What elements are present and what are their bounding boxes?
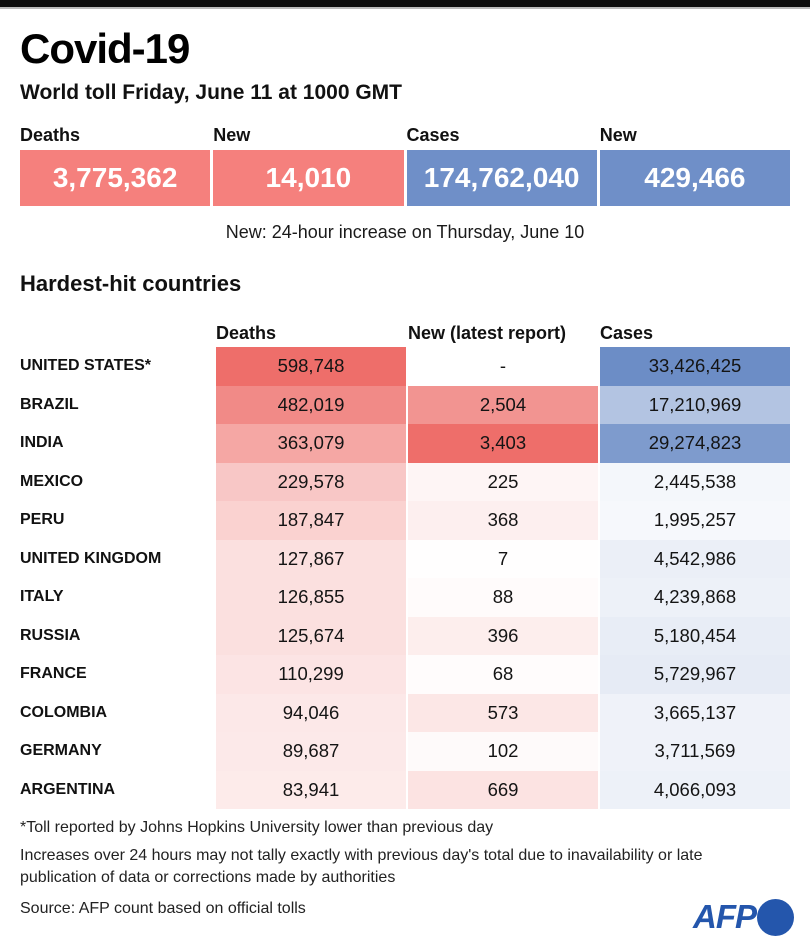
table-row: BRAZIL 482,019 2,504 17,210,969 [20,385,790,424]
source-line: Source: AFP count based on official toll… [20,900,306,918]
table-row: GERMANY 89,687 102 3,711,569 [20,732,790,771]
deaths-cell: 229,578 [216,462,406,501]
summary-note: New: 24-hour increase on Thursday, June … [225,222,585,242]
cases-total-box: 174,762,040 [406,150,597,206]
cases-cell: 4,066,093 [600,770,790,809]
country-name: INDIA [20,434,64,452]
table-header-new: New (latest report) [408,323,567,343]
table-header-row: Deaths New (latest report) Cases [20,319,790,347]
country-name: COLOMBIA [20,703,108,721]
deaths-cell: 94,046 [216,693,406,732]
new-cell: 7 [497,547,509,569]
country-name: ARGENTINA [20,780,116,798]
table-row: ITALY 126,855 88 4,239,868 [20,578,790,617]
table-header-deaths: Deaths [216,323,277,343]
deaths-cell: 363,079 [216,424,406,463]
country-name: MEXICO [20,472,84,490]
table-row: UNITED STATES* 598,748 - 33,426,425 [20,347,790,386]
page-title: Covid-19 [20,25,190,72]
page-subtitle: World toll Friday, June 11 at 1000 GMT [20,81,402,104]
new-cell: 68 [492,663,514,685]
new-cell: - [408,347,598,386]
new-cell: 225 [408,462,598,501]
new-cell: 669 [408,770,598,809]
deaths-cell: 127,867 [216,539,406,578]
deaths-cell: 482,019 [216,385,406,424]
table-row: COLOMBIA 94,046 573 3,665,137 [20,693,790,732]
deaths-total-box: 3,775,362 [20,150,211,206]
afp-globe-icon [757,898,794,936]
deaths-cell: 125,674 [216,616,406,655]
cases-cell: 4,542,986 [600,539,790,578]
summary-labels-row: Deaths New Cases New [20,125,790,146]
deaths-new-box: 14,010 [213,150,404,206]
content-area: Covid-19 World toll Friday, June 11 at 1… [0,25,810,918]
deaths-cell: 89,687 [216,732,406,771]
section-title: Hardest-hit countries [20,271,242,296]
cases-cell: 5,729,967 [600,655,790,694]
afp-logo-text: AFP [693,898,757,935]
table-row: RUSSIA 125,674 396 5,180,454 [20,616,790,655]
country-name: UNITED KINGDOM [20,549,162,567]
country-name: ITALY [20,588,64,606]
cases-new-box: 429,466 [599,150,790,206]
summary-label-deaths: Deaths [20,125,81,145]
table-header-cases: Cases [600,323,654,343]
deaths-cell: 598,748 [216,347,406,386]
country-name: FRANCE [20,665,87,683]
cases-cell: 4,239,868 [600,578,790,617]
summary-label-new-deaths: New [213,125,251,145]
deaths-cell: 83,941 [216,770,406,809]
table-row: PERU 187,847 368 1,995,257 [20,501,790,540]
cases-cell: 2,445,538 [600,462,790,501]
country-name: GERMANY [20,742,102,760]
top-black-bar [0,0,810,9]
deaths-cell: 126,855 [216,578,406,617]
afp-logo: AFP [693,898,794,936]
summary-label-new-cases: New [599,125,637,145]
country-name: UNITED STATES* [20,357,151,375]
cases-cell: 3,711,569 [600,732,790,771]
deaths-cell: 187,847 [216,501,406,540]
summary-label-cases: Cases [406,125,460,145]
cases-cell: 3,665,137 [600,693,790,732]
cases-cell: 5,180,454 [600,616,790,655]
table-row: ARGENTINA 83,941 669 4,066,093 [20,770,790,809]
new-cell: 2,504 [408,385,598,424]
table-row: UNITED KINGDOM 127,867 7 4,542,986 [20,539,790,578]
country-name: RUSSIA [20,626,81,644]
cases-cell: 29,274,823 [600,424,790,463]
country-name: PERU [20,511,65,529]
country-name: BRAZIL [20,395,79,413]
new-cell: 396 [408,616,598,655]
new-cell: 368 [408,501,598,540]
footnote-tally: Increases over 24 hours may not tally ex… [20,847,703,886]
cases-cell: 17,210,969 [600,385,790,424]
new-cell: 3,403 [408,424,598,463]
deaths-cell: 110,299 [216,655,406,694]
country-table-body: UNITED STATES* 598,748 - 33,426,425 BRAZ… [20,347,790,809]
cases-cell: 1,995,257 [600,501,790,540]
table-row: INDIA 363,079 3,403 29,274,823 [20,424,790,463]
new-cell: 102 [408,732,598,771]
summary-boxes-row: 3,775,362 14,010 174,762,040 429,466 [20,150,790,206]
table-row: FRANCE 110,299 68 5,729,967 [20,655,790,694]
new-cell: 573 [408,693,598,732]
cases-cell: 33,426,425 [600,347,790,386]
footnote-jhu: *Toll reported by Johns Hopkins Universi… [20,819,494,836]
table-row: MEXICO 229,578 225 2,445,538 [20,462,790,501]
new-cell: 88 [408,578,598,617]
